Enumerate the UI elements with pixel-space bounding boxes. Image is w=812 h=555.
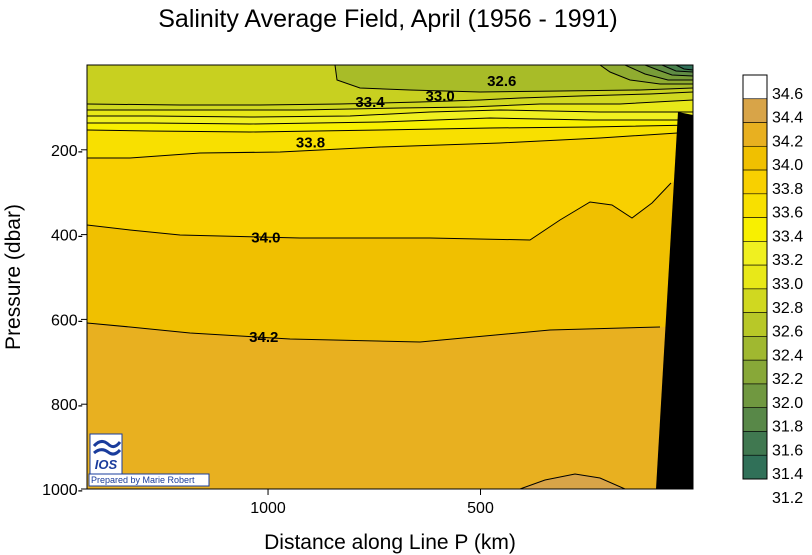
colorbar-label: 32.6 [772,324,803,341]
contour-line-33-2 [87,109,693,118]
contour-line-33-0 [87,99,693,111]
colorbar-label: 33.4 [772,228,803,245]
colorbar-swatch [742,383,768,409]
ios-logo-text: IOS [95,457,118,472]
colorbar-label: 31.8 [772,419,803,436]
colorbar-label: 32.8 [772,300,803,317]
band-31-2-31-4 [676,65,693,70]
colorbar-label: 32.0 [772,395,803,412]
wave-icon [92,439,122,449]
colorbar-label: 33.0 [772,276,803,293]
contour-line-31-8 [661,65,693,73]
seafloor-mask [656,112,693,489]
contour-line-33-6 [87,124,693,133]
colorbar-swatch [742,359,768,385]
y-axis: 200- 400- 600- 800- 1000- [42,143,87,499]
contour-line-32-2 [624,65,693,81]
colorbar-swatch [742,98,768,123]
wave-icon [93,448,122,456]
colorbar-label: 34.6 [772,86,803,103]
contour-labels: 32.6 33.0 33.4 33.8 34.0 34.2 [249,73,516,346]
colorbar-swatch [742,122,768,147]
contour-lines [87,65,693,489]
band-34-4-34-6 [520,474,625,489]
colorbar-swatch [742,454,768,480]
y-tick-label: 1000- [42,482,83,499]
contour-label: 34.0 [251,230,280,247]
contour-line-33-4 [87,117,693,125]
colorbar-label: 33.2 [772,252,803,269]
colorbar-label: 34.2 [772,133,803,150]
colorbar-swatch [742,407,768,432]
colorbar-label: 31.6 [772,442,803,459]
colorbar-label: 33.6 [772,205,803,222]
y-tick-label: 400- [51,228,83,245]
colorbar-label: 34.4 [772,110,803,127]
colorbar-swatch [742,74,768,100]
colorbar-label: 33.8 [772,181,803,198]
contour-label: 34.2 [249,329,278,346]
colorbar-swatch [742,312,768,337]
colorbar-swatch [742,336,768,361]
colorbar-swatch [742,193,768,218]
contour-line-34-4 [519,473,626,489]
ios-logo: IOS Prepared by Marie Robert [88,433,210,487]
x-tick-label: 1000 [250,500,286,517]
contour-line-32-4 [599,65,693,85]
colorbar-swatch [742,288,768,313]
colorbar-label: 32.2 [772,371,803,388]
contour-label: 33.0 [426,88,455,105]
contour-line-33-8 [87,131,693,159]
colorbar-swatch [742,264,768,290]
contour-line-32-0 [644,65,693,77]
credit-box [88,473,210,487]
contour-line-31-4 [675,65,693,71]
colorbar-swatch [742,217,768,242]
chart-title: Salinity Average Field, April (1956 - 19… [158,5,618,33]
x-tick-label: 500 [467,500,494,517]
contour-line-32-8 [87,91,693,106]
plot-area [86,64,694,490]
band-32-4-32-6 [335,65,693,92]
colorbar-swatch [742,169,768,195]
colorbar-label: 31.4 [772,466,803,483]
colorbar-label: 34.0 [772,157,803,174]
contour-label: 33.4 [355,94,385,111]
credit-text: Prepared by Marie Robert [91,475,195,485]
contour-line-34-0 [87,182,672,241]
x-axis-label: Distance along Line P (km) [264,531,516,554]
y-tick-label: 200- [51,143,83,160]
colorbar-swatch [742,431,768,456]
colorbar-swatch [742,145,768,171]
colorbar: 34.6 34.4 34.2 34.0 33.8 33.6 33.4 33.2 33.0 32.8… [742,74,803,507]
colorbar-label: 31.2 [772,490,803,507]
contour-line-32-6 [334,65,693,93]
colorbar-label: 32.4 [772,347,803,364]
contour-label: 33.8 [296,135,325,152]
y-axis-label: Pressure (dbar) [2,204,25,350]
y-tick-label: 800- [51,397,83,414]
plot-frame [86,64,694,490]
y-tick-label: 600- [51,312,83,329]
contour-line-34-2 [87,322,661,343]
x-axis: 1000 500 [250,489,494,517]
contour-label: 32.6 [487,73,516,90]
colorbar-swatch [742,241,768,266]
colorbar-frame [742,74,768,480]
